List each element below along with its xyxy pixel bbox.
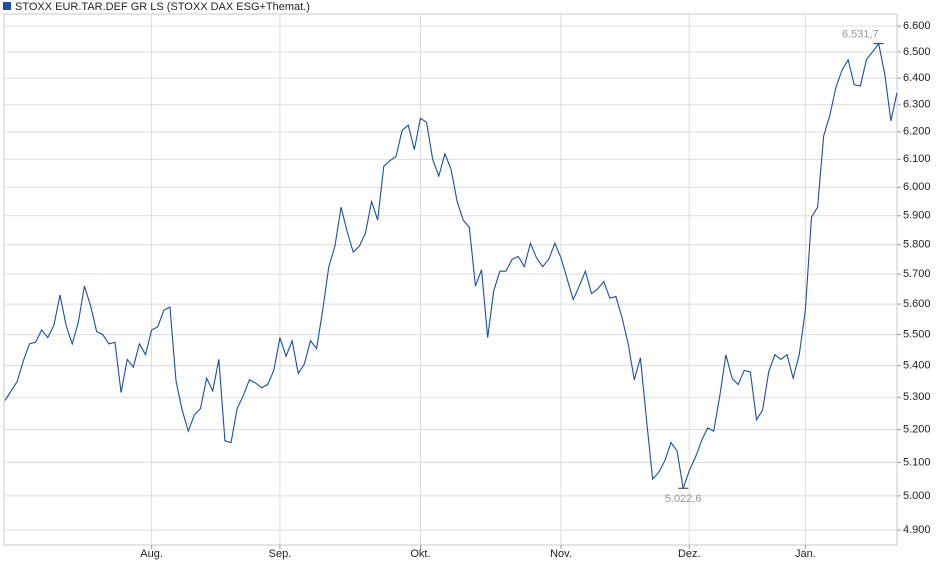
y-tick-label: 5.700	[903, 268, 931, 280]
y-tick-label: 5.100	[903, 456, 931, 468]
y-tick-label: 6.200	[903, 126, 931, 138]
y-tick-label: 6.400	[903, 72, 931, 84]
legend-swatch	[3, 2, 11, 10]
x-tick-label: Sep.	[269, 548, 292, 560]
y-tick-label: 6.000	[903, 181, 931, 193]
price-line	[4, 42, 898, 489]
y-tick-label: 5.500	[903, 328, 931, 340]
y-tick-label: 6.600	[903, 20, 931, 32]
extreme-label: 6.531,7	[842, 29, 879, 41]
y-tick-label: 5.600	[903, 298, 931, 310]
y-tick-label: 5.800	[903, 239, 931, 251]
y-tick-label: 5.200	[903, 423, 931, 435]
y-tick-label: 5.900	[903, 210, 931, 222]
x-tick-label: Okt.	[410, 548, 430, 560]
y-tick-label: 4.900	[903, 524, 931, 536]
y-tick-label: 6.300	[903, 99, 931, 111]
x-tick-label: Dez.	[678, 548, 701, 560]
legend-label: STOXX EUR.TAR.DEF GR LS (STOXX DAX ESG+T…	[15, 1, 310, 13]
x-tick-label: Aug.	[140, 548, 163, 560]
y-tick-label: 5.000	[903, 490, 931, 502]
x-tick-label: Nov.	[550, 548, 572, 560]
y-tick-label: 5.300	[903, 391, 931, 403]
extreme-label: 5.022,6	[665, 493, 702, 505]
plot-frame	[3, 13, 898, 546]
x-tick-label: Jan.	[795, 548, 816, 560]
y-tick-label: 6.500	[903, 46, 931, 58]
y-tick-label: 6.100	[903, 153, 931, 165]
y-tick-label: 5.400	[903, 360, 931, 372]
